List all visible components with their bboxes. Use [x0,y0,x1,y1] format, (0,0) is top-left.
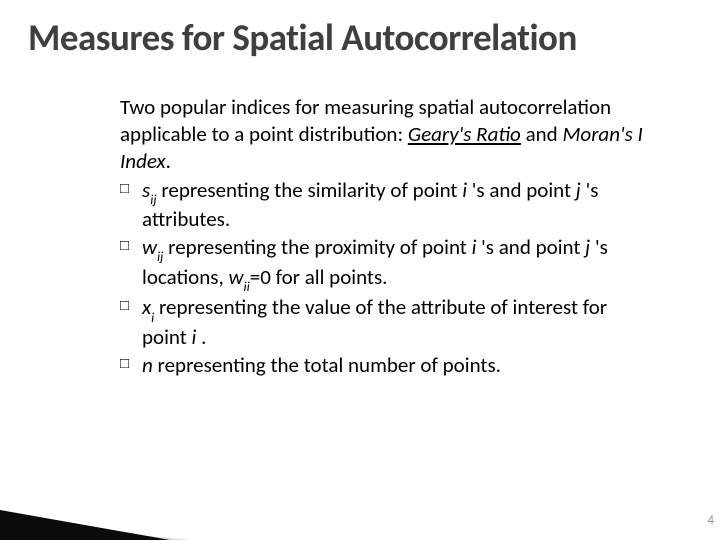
page-number: 4 [707,513,714,528]
bullet-n: □ n representing the total number of poi… [120,352,652,379]
b1-j: j [576,177,586,203]
b1-i: i [462,177,472,203]
bullet-sij: □ sij representing the similarity of poi… [120,177,652,234]
b4-post: representing the total number of points. [153,352,501,378]
intro-paragraph: Two popular indices for measuring spatia… [120,94,652,175]
intro-post: . [166,148,171,174]
wii-subscript: ii [244,278,250,295]
bullet-marker-icon: □ [120,179,129,198]
bullet-marker-icon: □ [120,296,129,315]
b2-i: i [472,234,482,260]
slide-title: Measures for Spatial Autocorrelation [28,18,692,58]
n-symbol: n [142,352,153,378]
slide-body: Two popular indices for measuring spatia… [28,94,692,379]
geary-ratio-term: Geary's Ratio [408,121,521,147]
b3-i: i [192,324,202,350]
b3-post: . [201,324,206,350]
bullet-marker-icon: □ [120,236,129,255]
sij-subscript: ij [150,191,156,208]
sij-symbol: s [142,177,150,203]
bullet-marker-icon: □ [120,354,129,373]
bullet-xi: □ xi representing the value of the attri… [120,294,652,351]
b2-j: j [585,234,595,260]
intro-mid: and [521,121,563,147]
slide: Measures for Spatial Autocorrelation Two… [0,0,720,540]
corner-decoration [0,480,210,540]
xi-symbol: x [142,294,151,320]
b2-pre: representing the proximity of point [163,234,471,260]
b1-pre: representing the similarity of point [157,177,463,203]
wij-symbol: w [142,234,157,260]
xi-subscript: i [151,309,154,326]
wii-symbol: w [228,264,243,290]
b2-eq: =0 for all points. [250,264,388,290]
wij-subscript: ij [157,248,163,265]
b1-mid: 's and point [472,177,576,203]
b2-mid: 's and point [481,234,585,260]
b3-pre: representing the value of the attribute … [142,294,607,350]
bullet-wij: □ wij representing the proximity of poin… [120,234,652,293]
